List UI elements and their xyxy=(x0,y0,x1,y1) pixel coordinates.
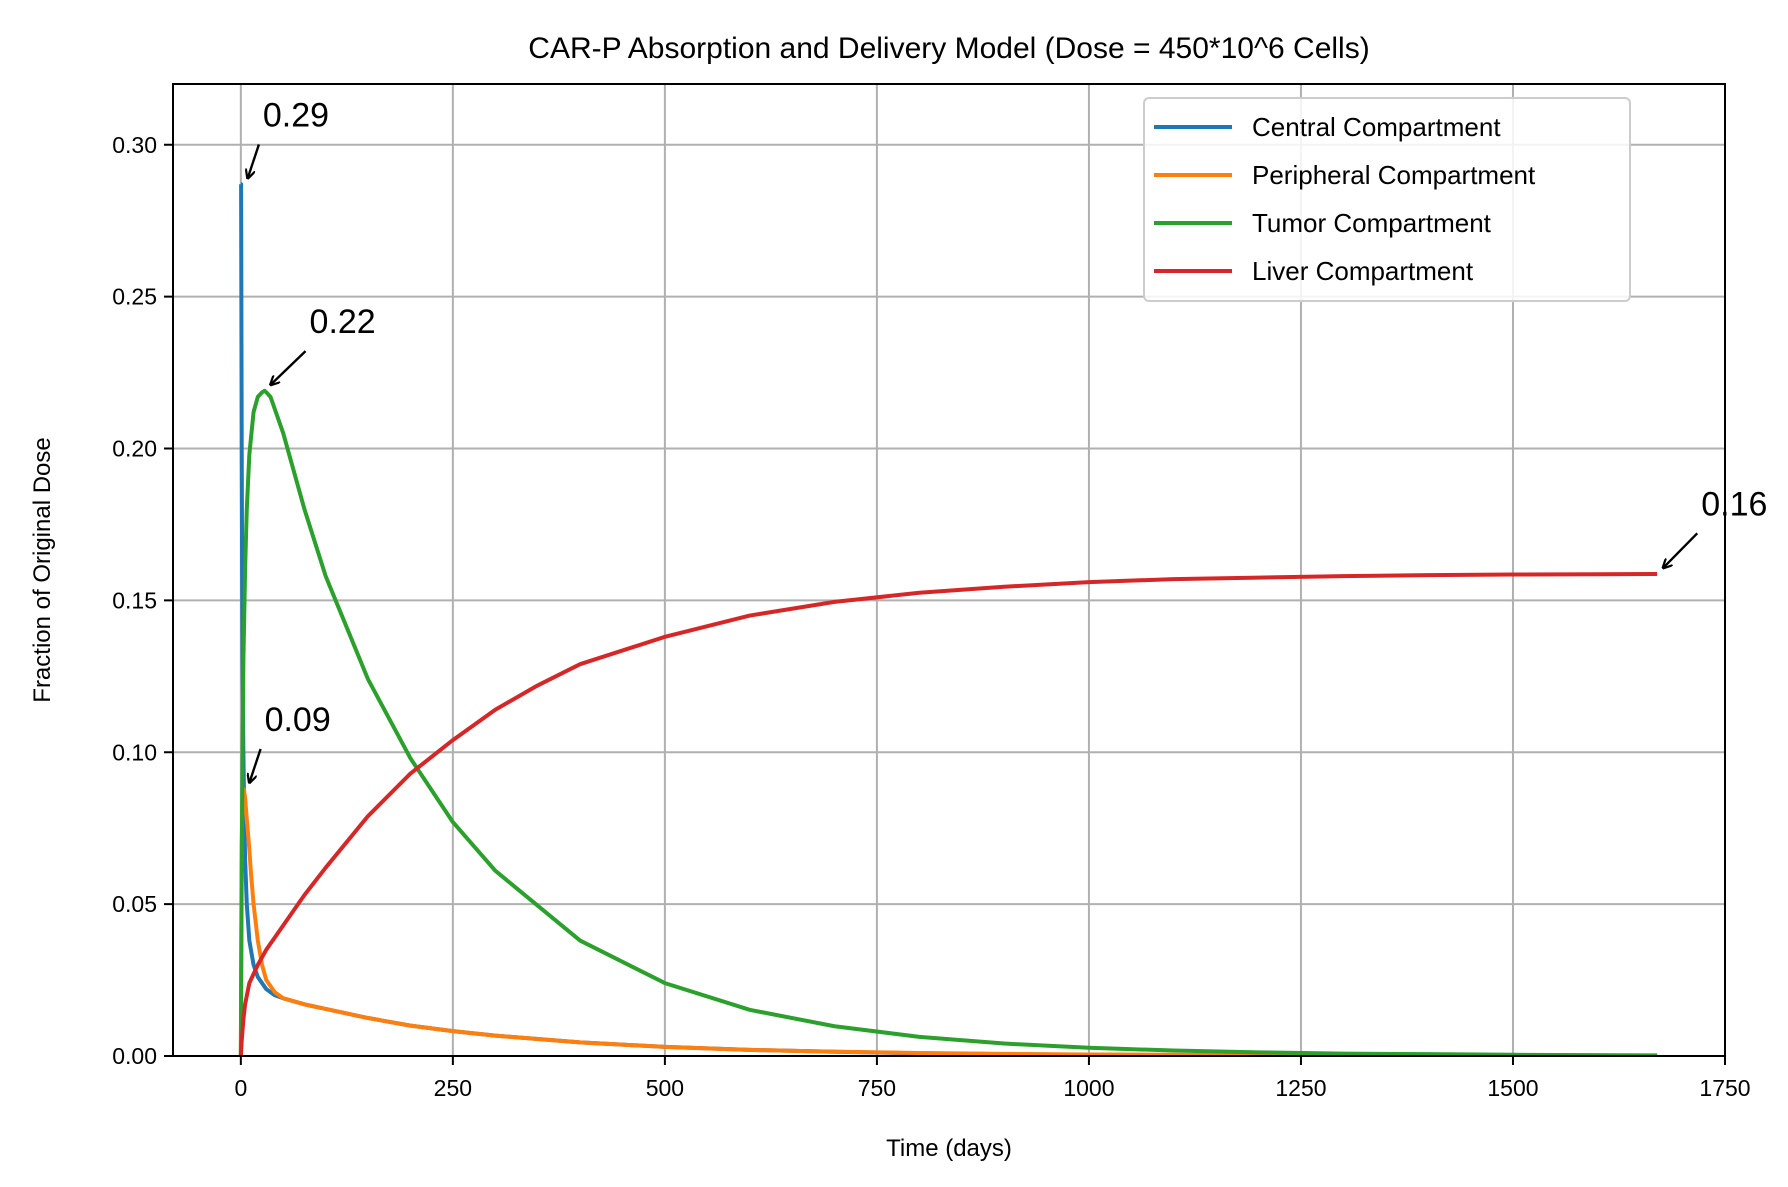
legend-entry-label: Tumor Compartment xyxy=(1252,208,1492,238)
y-tick-label: 0.25 xyxy=(112,284,157,310)
annotations: 0.29 0.22 0.09 0.16 xyxy=(248,97,1767,783)
legend-entry-label: Liver Compartment xyxy=(1252,256,1474,286)
y-tick-label: 0.10 xyxy=(112,739,157,765)
x-axis-ticks: 0 250 500 750 1000 1250 1500 1750 xyxy=(234,1056,1751,1101)
y-tick-label: 0.00 xyxy=(112,1043,157,1069)
annotation-label: 0.22 xyxy=(310,303,376,341)
series-line-tumor-compartment xyxy=(238,388,1658,1056)
annotation-arrow xyxy=(249,748,262,783)
annotation-label: 0.09 xyxy=(265,701,331,739)
x-tick-label: 1250 xyxy=(1275,1075,1326,1101)
y-tick-label: 0.30 xyxy=(112,132,157,158)
annotation-arrow xyxy=(1663,532,1699,568)
legend-entry-label: Central Compartment xyxy=(1252,112,1501,142)
y-tick-label: 0.20 xyxy=(112,436,157,462)
legend: Central Compartment Peripheral Compartmen… xyxy=(1143,97,1631,302)
legend-entry-label: Peripheral Compartment xyxy=(1252,160,1536,190)
series-line-liver-compartment xyxy=(238,571,1658,1056)
x-tick-label: 1000 xyxy=(1063,1075,1114,1101)
chart-title: CAR-P Absorption and Delivery Model (Dos… xyxy=(528,32,1369,65)
x-axis-label: Time (days) xyxy=(886,1135,1012,1162)
x-tick-label: 750 xyxy=(858,1075,896,1101)
plot-frame xyxy=(172,83,1726,1057)
series-line-central-compartment xyxy=(239,182,1259,1056)
annotation-arrow xyxy=(248,144,261,179)
x-tick-label: 0 xyxy=(234,1075,247,1101)
annotation-arrow xyxy=(271,350,307,385)
y-tick-label: 0.15 xyxy=(112,587,157,613)
y-tick-label: 0.05 xyxy=(112,891,157,917)
legend-box xyxy=(1143,97,1631,302)
x-tick-label: 250 xyxy=(434,1075,472,1101)
y-axis-ticks: 0.00 0.05 0.10 0.15 0.20 0.25 0.30 xyxy=(112,132,173,1069)
series-line-peripheral-compartment xyxy=(238,786,1658,1056)
annotation-label: 0.16 xyxy=(1701,485,1767,523)
series-group xyxy=(238,182,1658,1056)
annotation-label: 0.29 xyxy=(263,97,329,135)
y-axis-label: Fraction of Original Dose xyxy=(29,437,56,702)
x-tick-label: 1750 xyxy=(1699,1075,1750,1101)
x-tick-label: 1500 xyxy=(1487,1075,1538,1101)
x-tick-label: 500 xyxy=(646,1075,684,1101)
